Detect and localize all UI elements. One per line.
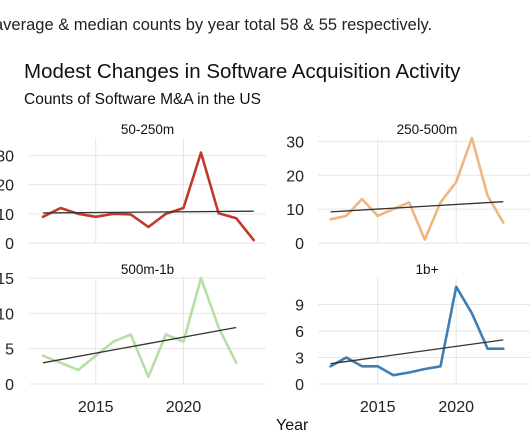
panel-3: 1b+ 0 3 6 9 2015 2020 bbox=[295, 262, 530, 416]
chart-title: Modest Changes in Software Acquisition A… bbox=[24, 60, 461, 83]
y-tick-label: 10 bbox=[0, 207, 14, 224]
y-tick-label: 9 bbox=[295, 298, 304, 315]
y-tick-label: 15 bbox=[0, 271, 14, 288]
y-tick-label: 10 bbox=[0, 306, 14, 323]
x-tick-label: 2020 bbox=[166, 399, 202, 416]
y-tick-label: 3 bbox=[295, 351, 304, 368]
y-tick-label: 20 bbox=[0, 178, 14, 195]
y-tick-label: 0 bbox=[295, 377, 304, 394]
trend-line bbox=[42, 326, 237, 364]
y-tick-label: 30 bbox=[0, 149, 14, 166]
panel-0: 50-250m 0 10 20 30 bbox=[0, 122, 266, 253]
panel-title: 250-500m bbox=[397, 122, 458, 137]
y-tick-label: 0 bbox=[5, 236, 14, 253]
series-line bbox=[329, 136, 505, 241]
trend-line bbox=[330, 339, 504, 365]
caption-text: average & median counts by year total 58… bbox=[0, 16, 433, 34]
series-line bbox=[41, 151, 255, 242]
series-line bbox=[329, 285, 505, 377]
x-tick-label: 2015 bbox=[360, 399, 396, 416]
panel-2: 500m-1b 0 5 10 15 2015 2020 bbox=[0, 262, 266, 416]
panel-1: 250-500m 0 10 20 30 bbox=[286, 122, 530, 253]
trend-line bbox=[43, 210, 254, 214]
panel-title: 1b+ bbox=[416, 262, 439, 277]
x-tick-label: 2020 bbox=[438, 399, 474, 416]
panel-title: 50-250m bbox=[121, 122, 174, 137]
x-tick-label: 2015 bbox=[78, 399, 114, 416]
y-tick-label: 20 bbox=[286, 168, 304, 185]
trend-line bbox=[330, 201, 504, 213]
y-tick-label: 0 bbox=[295, 236, 304, 253]
y-tick-label: 0 bbox=[5, 377, 14, 394]
y-tick-label: 5 bbox=[5, 342, 14, 359]
panel-title: 500m-1b bbox=[121, 262, 174, 277]
chart-subtitle: Counts of Software M&A in the US bbox=[24, 91, 261, 108]
y-tick-label: 30 bbox=[286, 134, 304, 151]
y-tick-label: 10 bbox=[286, 202, 304, 219]
y-tick-label: 6 bbox=[295, 324, 304, 341]
series-line bbox=[41, 276, 238, 379]
x-axis-label: Year bbox=[276, 417, 309, 434]
